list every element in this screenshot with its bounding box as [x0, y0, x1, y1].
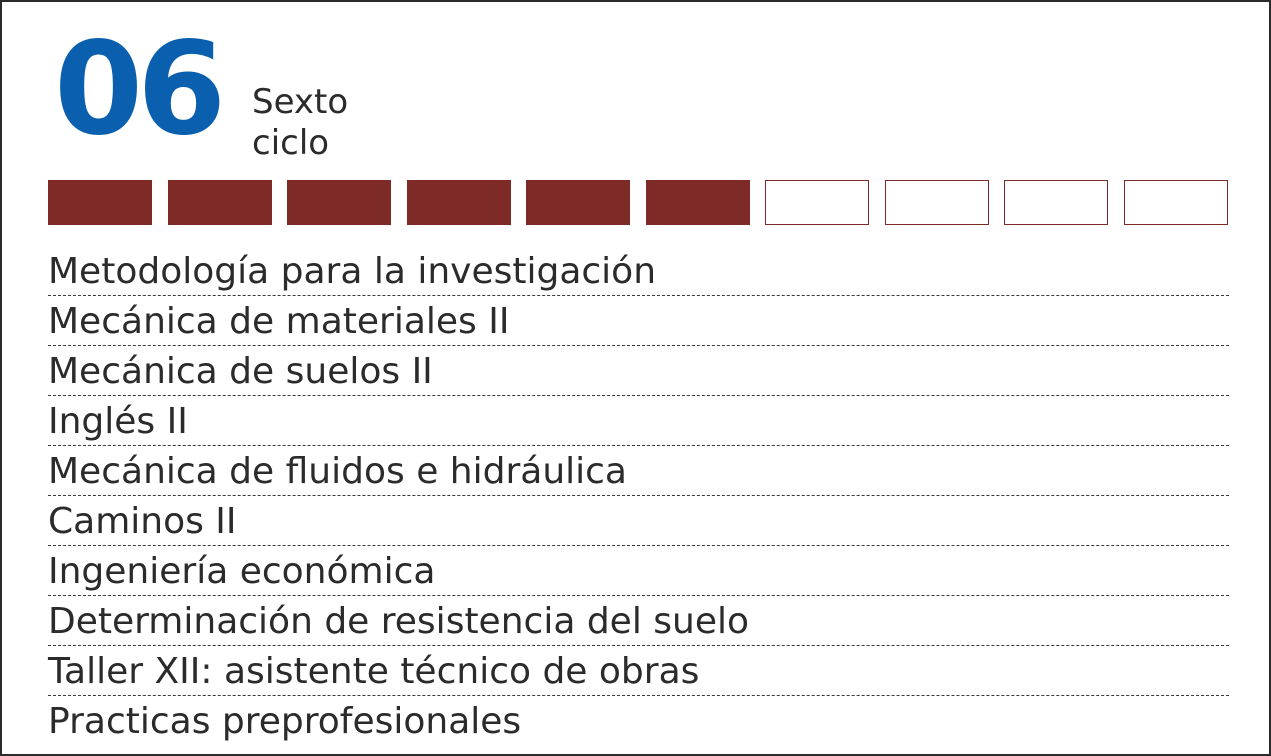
cycle-label: Sexto ciclo — [252, 82, 348, 164]
progress-segment-empty — [885, 180, 989, 225]
dashed-divider — [48, 645, 1229, 646]
dashed-divider — [48, 495, 1229, 496]
dashed-divider — [48, 695, 1229, 696]
progress-segment-filled — [407, 180, 511, 225]
list-item: Determinación de resistencia del suelo — [48, 596, 1229, 646]
course-name: Caminos II — [48, 501, 237, 542]
course-name: Metodología para la investigación — [48, 251, 657, 292]
course-name: Inglés II — [48, 401, 188, 442]
list-item: Inglés II — [48, 396, 1229, 446]
dashed-divider — [48, 295, 1229, 296]
progress-segment-filled — [168, 180, 272, 225]
course-name: Practicas preprofesionales — [48, 701, 522, 742]
list-item: Caminos II — [48, 496, 1229, 546]
course-name: Determinación de resistencia del suelo — [48, 601, 750, 642]
progress-segment-empty — [1124, 180, 1228, 225]
list-item: Mecánica de fluidos e hidráulica — [48, 446, 1229, 496]
course-name: Taller XII: asistente técnico de obras — [48, 651, 700, 692]
course-name: Mecánica de suelos II — [48, 351, 433, 392]
progress-segment-empty — [765, 180, 869, 225]
list-item: Ingeniería económica — [48, 546, 1229, 596]
course-name: Mecánica de materiales II — [48, 301, 510, 342]
cycle-number: 06 — [54, 15, 226, 164]
cycle-label-line1: Sexto — [252, 82, 349, 122]
progress-segment-filled — [287, 180, 391, 225]
dashed-divider — [48, 445, 1229, 446]
progress-segment-filled — [646, 180, 750, 225]
dashed-divider — [48, 595, 1229, 596]
progress-segment-filled — [48, 180, 152, 225]
list-item: Metodología para la investigación — [48, 246, 1229, 296]
list-item: Mecánica de materiales II — [48, 296, 1229, 346]
cycle-label-line2: ciclo — [252, 123, 330, 163]
progress-segment-filled — [526, 180, 630, 225]
list-item: Taller XII: asistente técnico de obras — [48, 646, 1229, 696]
course-list: Metodología para la investigación Mecáni… — [48, 246, 1229, 746]
progress-segment-empty — [1004, 180, 1108, 225]
dashed-divider — [48, 345, 1229, 346]
list-item: Mecánica de suelos II — [48, 346, 1229, 396]
dashed-divider — [48, 395, 1229, 396]
course-name: Mecánica de fluidos e hidráulica — [48, 451, 627, 492]
cycle-progress-bar — [48, 180, 1228, 225]
list-item: Practicas preprofesionales — [48, 696, 1229, 746]
course-name: Ingeniería económica — [48, 551, 436, 592]
dashed-divider — [48, 545, 1229, 546]
